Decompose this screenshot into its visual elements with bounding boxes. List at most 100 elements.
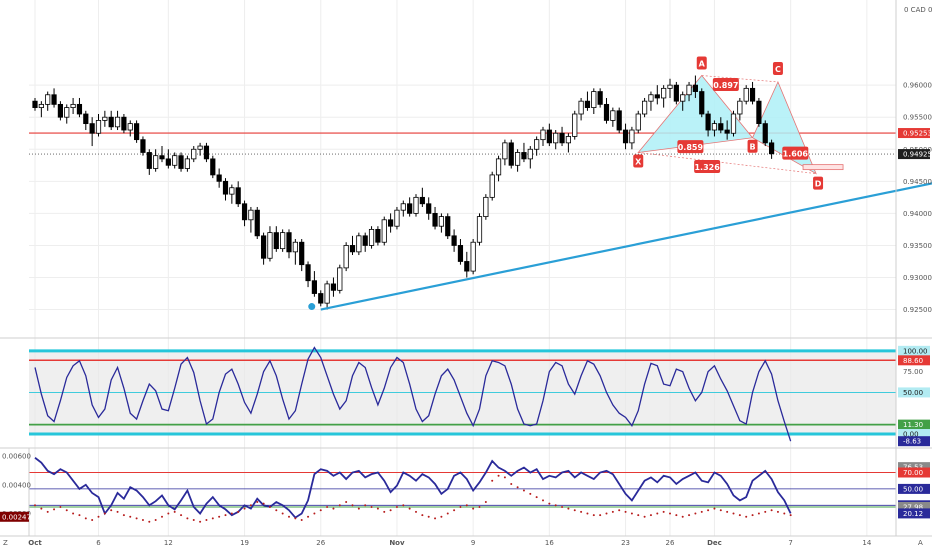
candle-body (254, 209, 260, 237)
candle-body (95, 120, 102, 134)
oscillator-2-dot (376, 507, 379, 510)
ratio-label-2: 0.859 (678, 143, 704, 152)
candle-body (413, 196, 419, 214)
candle-body (673, 84, 679, 102)
point-label-b: B (749, 143, 755, 152)
price-axis[interactable]: 0.960000.955000.950000.945000.940000.935… (898, 82, 932, 519)
candle-body (584, 100, 591, 108)
oscillator-2-dot (141, 519, 144, 522)
candle-body (330, 283, 337, 291)
candle-body (153, 155, 159, 169)
oscillator-2-dot (268, 505, 271, 508)
osc1-badge: -8.63 (903, 438, 921, 446)
candle-body (311, 280, 318, 294)
candle-body (470, 241, 476, 272)
oscillator-2-dot (726, 510, 729, 513)
candle-body (426, 203, 432, 214)
osc1-badge: 50.00 (903, 389, 923, 397)
candle-body (133, 123, 140, 141)
oscillator-2-pane[interactable] (29, 450, 896, 536)
oscillator-2-dot (351, 504, 354, 507)
candle-body (229, 187, 235, 195)
oscillator-2-dot (103, 512, 106, 515)
oscillator-2-dot (662, 510, 665, 513)
candle-body (387, 219, 394, 227)
oscillator-2-dot (592, 514, 595, 517)
oscillator-2-dot (345, 501, 348, 504)
candle-body (356, 235, 362, 253)
oscillator-2-dot (700, 510, 703, 513)
point-label-b-bg (747, 139, 758, 153)
candle-body (280, 232, 286, 250)
oscillator-2-dot (415, 510, 417, 513)
time-axis[interactable]: Oct6121926Nov9162326Dec71421 (28, 539, 932, 547)
oscillator-2-dot (643, 515, 646, 518)
candle-body (521, 152, 527, 160)
ratio-label-1: 0.897 (713, 81, 738, 90)
oscillator-2-dot (186, 517, 189, 520)
oscillator-2-dot (59, 505, 62, 508)
price-tick-label: 0.95500 (903, 114, 932, 122)
time-tick-label: 26 (316, 539, 325, 547)
candle-body (64, 107, 70, 118)
oscillator-2-dot (497, 474, 500, 477)
oscillator-2-dot (307, 515, 310, 518)
oscillator-2-dot (275, 509, 278, 512)
oscillator-2-dot (173, 510, 176, 513)
osc1-badge-bg (898, 419, 930, 430)
osc2-badge-bg (898, 462, 930, 473)
candle-body (343, 245, 349, 269)
candle-body (629, 129, 635, 144)
oscillator-2-dot (522, 489, 525, 492)
candle-body (464, 261, 470, 272)
oscillator-2-dot (395, 505, 398, 508)
time-tick-label: 6 (96, 539, 101, 547)
oscillator-2-dot (116, 510, 119, 513)
oscillator-2-dot (618, 509, 621, 512)
candle-body (127, 123, 133, 131)
candle-body (756, 100, 762, 125)
candle-body (184, 158, 190, 169)
oscillator-2-dot (383, 510, 386, 513)
oscillator-2-dot (78, 514, 81, 517)
oscillator-2-dot (675, 514, 678, 517)
candle-body (235, 187, 241, 205)
oscillator-2-dot (510, 482, 513, 485)
oscillator-2-dot (630, 512, 633, 515)
candle-body (318, 293, 324, 304)
oscillator-2-dot (713, 507, 716, 510)
candle-body (191, 148, 197, 160)
point-label-c: C (775, 65, 781, 74)
oscillator-2-dot (65, 509, 68, 512)
candle-body (248, 209, 254, 221)
ratio-label-3-bg (694, 160, 721, 174)
oscillator-2-dot (503, 476, 506, 479)
oscillator-2-dot (440, 515, 443, 518)
oscillator-2-dot (40, 507, 43, 510)
ratio-label-4: 1.606 (783, 150, 809, 159)
osc1-badge: 88.60 (903, 357, 923, 365)
oscillator-2-dot (53, 508, 56, 511)
candle-body (692, 84, 699, 92)
candle-body (642, 100, 648, 115)
candle-body (178, 155, 184, 169)
candle-body (337, 267, 343, 291)
pattern-labels: X A B C D 0.897 0.859 1.326 1.606 (633, 56, 824, 190)
oscillator-2-dot (218, 515, 221, 518)
oscillator-2-dot (472, 507, 475, 510)
oscillator-2-dot (243, 507, 246, 510)
time-tick-label: 14 (862, 539, 871, 547)
candle-body (172, 155, 178, 166)
ratio-label-1-bg (712, 77, 739, 91)
candle-body (667, 84, 673, 89)
candle-body (32, 100, 38, 108)
time-tick-label: 19 (240, 539, 249, 547)
oscillator-2-dot (154, 519, 157, 522)
oscillator-2-dot (192, 519, 195, 522)
left-tick-label: 0.00600 (2, 453, 31, 461)
oscillator-2-dot (72, 512, 75, 515)
osc1-badge-bg (898, 429, 930, 440)
corner-right-label: A (918, 539, 923, 547)
